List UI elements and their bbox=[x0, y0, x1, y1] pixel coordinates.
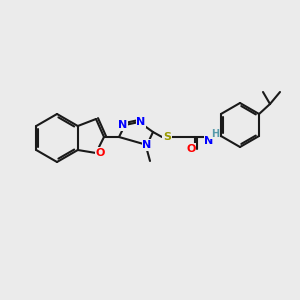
Text: N: N bbox=[142, 140, 152, 150]
Text: N: N bbox=[118, 120, 127, 130]
Text: O: O bbox=[186, 144, 196, 154]
Text: H: H bbox=[211, 129, 219, 139]
Text: O: O bbox=[95, 148, 105, 158]
Text: N: N bbox=[204, 136, 214, 146]
Text: S: S bbox=[163, 132, 171, 142]
Text: N: N bbox=[136, 117, 146, 127]
